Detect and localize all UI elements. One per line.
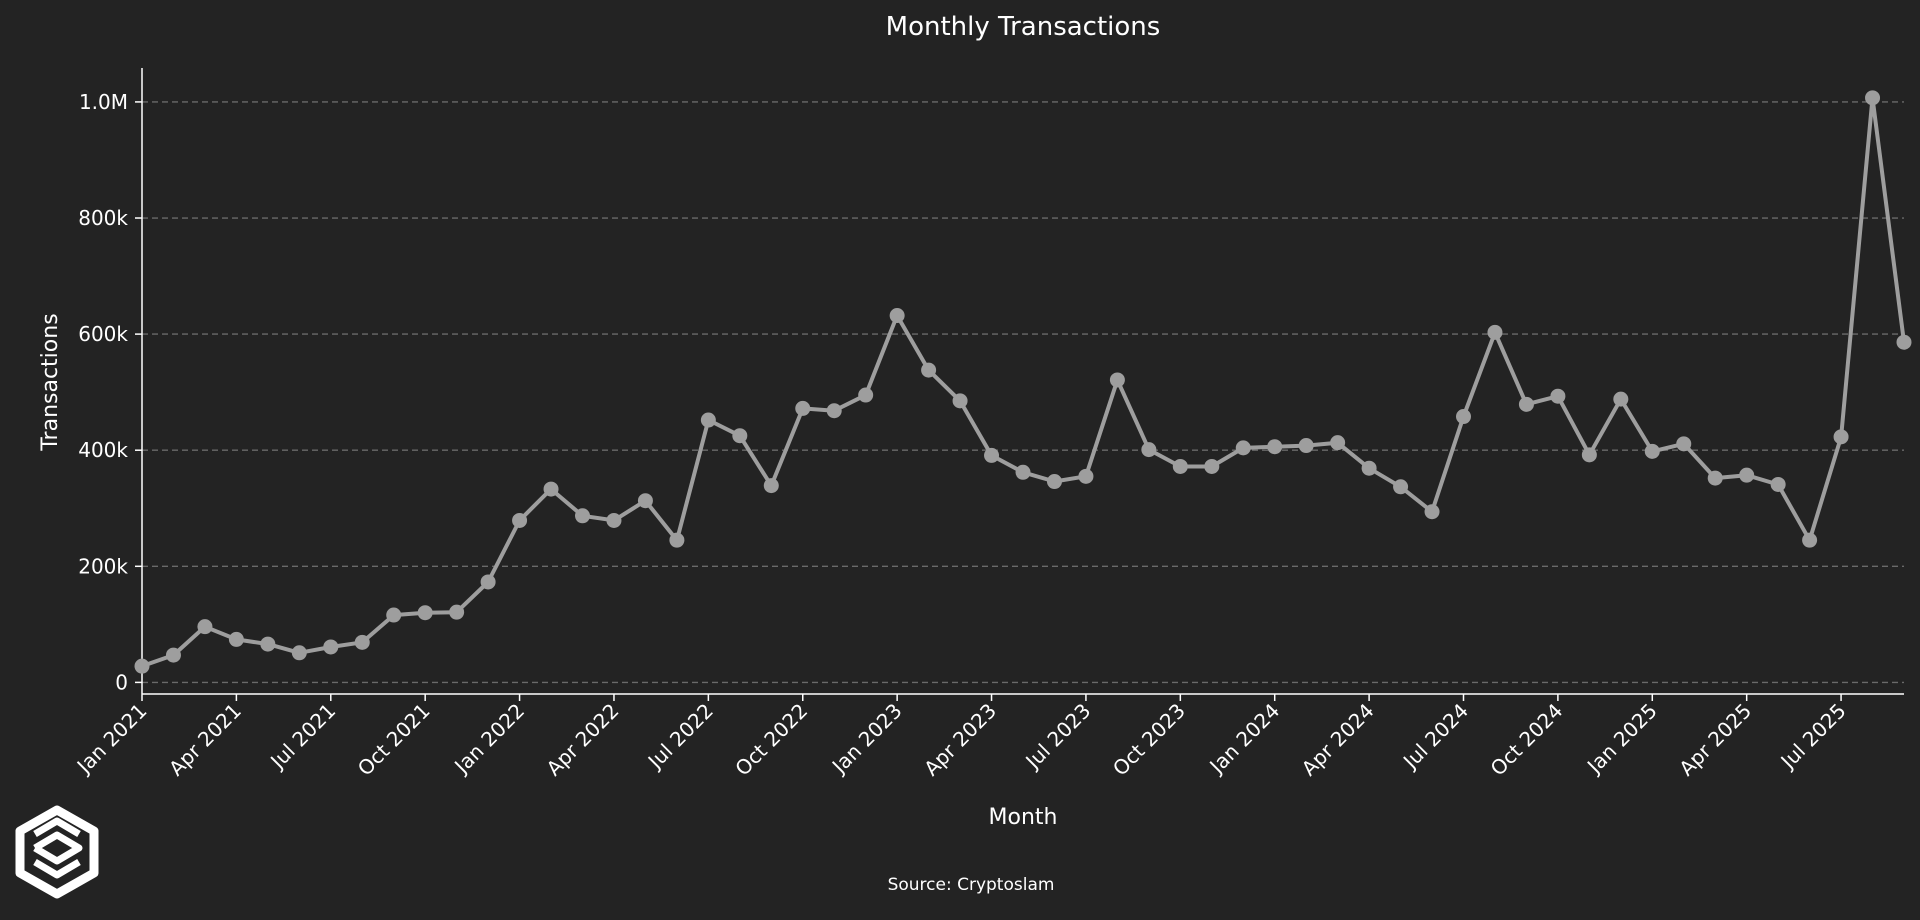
source-note: Source: Cryptoslam: [888, 875, 1055, 895]
data-point: [1109, 372, 1125, 388]
x-axis-title: Month: [989, 805, 1058, 830]
y-tick-label: 200k: [78, 554, 128, 578]
data-point: [1833, 429, 1849, 445]
data-point: [165, 647, 181, 663]
data-point: [1015, 464, 1031, 480]
data-point: [1613, 391, 1629, 407]
data-point: [1487, 324, 1503, 340]
data-point: [669, 532, 685, 548]
data-point: [323, 639, 339, 655]
data-point: [1739, 467, 1755, 483]
data-point: [1393, 479, 1409, 495]
x-tick-label: Oct 2022: [730, 699, 812, 781]
data-point: [1676, 436, 1692, 452]
data-point: [1707, 470, 1723, 486]
x-tick-label: Oct 2021: [353, 699, 435, 781]
data-point: [732, 428, 748, 444]
data-point: [1267, 439, 1283, 455]
data-point: [795, 400, 811, 416]
data-point: [921, 362, 937, 378]
x-tick-label: Jan 2025: [1581, 699, 1662, 780]
x-tick-label: Jan 2022: [448, 699, 529, 780]
data-point: [354, 634, 370, 650]
x-tick-label: Jul 2022: [642, 699, 718, 775]
data-point: [386, 607, 402, 623]
x-tick-label: Oct 2024: [1486, 699, 1568, 781]
data-point: [1424, 504, 1440, 520]
y-tick-label: 400k: [78, 438, 128, 462]
data-point: [1896, 334, 1912, 350]
y-tick-label: 600k: [78, 322, 128, 346]
x-tick-label: Oct 2023: [1108, 699, 1190, 781]
data-series: [134, 90, 1912, 674]
data-point: [984, 447, 1000, 463]
data-point: [637, 493, 653, 509]
x-tick-label: Jul 2021: [264, 699, 340, 775]
data-point: [260, 636, 276, 652]
data-point: [1802, 532, 1818, 548]
x-tick-label: Apr 2021: [164, 699, 246, 781]
y-tick-label: 1.0M: [79, 90, 128, 114]
y-tick-label: 800k: [78, 206, 128, 230]
data-point: [1078, 468, 1094, 484]
x-tick-label: Jul 2023: [1020, 699, 1096, 775]
data-point: [575, 508, 590, 524]
data-point: [197, 619, 213, 635]
logo-icon: [15, 805, 99, 899]
data-point: [228, 631, 244, 647]
series-line: [141, 95, 1906, 668]
data-point: [1550, 388, 1566, 404]
data-point: [1770, 476, 1786, 492]
data-point: [134, 658, 150, 674]
data-point: [1865, 90, 1881, 106]
x-tick-label: Jul 2024: [1397, 699, 1473, 775]
data-point: [1235, 440, 1251, 456]
x-tick-label: Jan 2021: [71, 699, 152, 780]
data-point: [826, 403, 842, 419]
x-tick-label: Apr 2024: [1297, 699, 1379, 781]
data-point: [1330, 435, 1346, 451]
data-point: [1644, 443, 1660, 459]
x-tick-label: Jan 2023: [826, 699, 907, 780]
data-point: [952, 393, 968, 409]
data-point: [417, 605, 433, 621]
data-point: [763, 478, 779, 494]
chart-title: Monthly Transactions: [886, 12, 1161, 42]
x-tick-label: Jul 2025: [1775, 699, 1851, 775]
data-point: [1046, 474, 1062, 490]
data-point: [1361, 460, 1377, 476]
data-point: [449, 604, 465, 620]
data-point: [291, 645, 307, 661]
data-point: [1172, 458, 1188, 474]
x-tick-label: Jan 2024: [1204, 699, 1285, 780]
data-point: [700, 412, 716, 428]
data-point: [1518, 396, 1534, 412]
y-axis-title: Transactions: [38, 313, 63, 451]
x-tick-label: Apr 2022: [542, 699, 624, 781]
data-point: [1581, 447, 1597, 463]
data-point: [1456, 409, 1471, 425]
data-point: [858, 387, 874, 403]
x-tick-label: Apr 2023: [919, 699, 1001, 781]
y-tick-label: 0: [115, 670, 128, 694]
data-point: [889, 308, 905, 324]
data-point: [1204, 458, 1220, 474]
data-point: [512, 512, 528, 528]
x-tick-label: Apr 2025: [1674, 699, 1756, 781]
gridlines: [142, 101, 1904, 684]
data-point: [1141, 442, 1157, 458]
data-point: [543, 481, 559, 497]
data-point: [606, 512, 622, 528]
data-point: [1298, 438, 1314, 454]
data-point: [480, 574, 496, 590]
